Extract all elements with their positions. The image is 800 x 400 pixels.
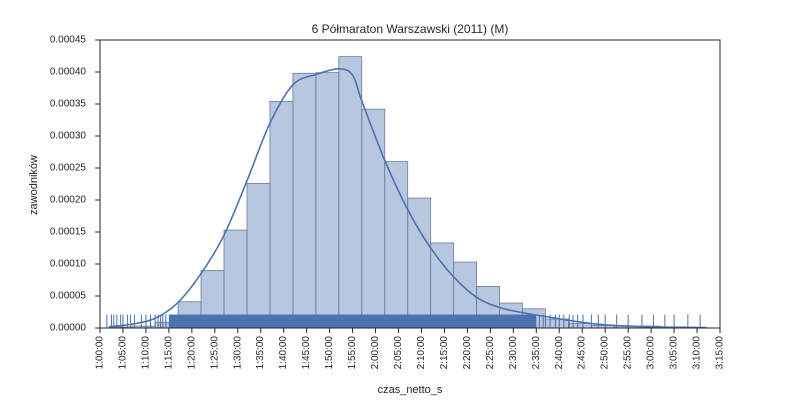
x-tick-label: 1:45:00 (301, 336, 312, 370)
histogram-bar (568, 323, 592, 329)
kde-line-group (109, 67, 707, 329)
x-axis-label: czas_netto_s (378, 384, 443, 396)
y-tick-label: 0.00010 (50, 259, 87, 270)
x-tick-label: 1:30:00 (232, 336, 243, 370)
histogram-bar (246, 182, 271, 329)
x-tick-label: 1:40:00 (278, 336, 289, 370)
x-tick-label: 1:25:00 (209, 336, 220, 370)
x-tick-label: 1:15:00 (163, 336, 174, 370)
x-tick-label: 2:50:00 (600, 336, 611, 370)
x-tick-label: 3:05:00 (669, 336, 680, 370)
x-tick-label: 2:15:00 (439, 336, 450, 370)
x-tick-label: 2:05:00 (393, 336, 404, 370)
y-tick-label: 0.00015 (50, 227, 87, 238)
y-tick-label: 0.00045 (50, 35, 87, 46)
y-tick-label: 0.00035 (50, 99, 87, 110)
x-tick-label: 2:00:00 (370, 336, 381, 370)
x-tick-label: 1:05:00 (117, 336, 128, 370)
kde-line (109, 67, 707, 329)
x-tick-label: 1:35:00 (255, 336, 266, 370)
y-tick-label: 0.00030 (50, 131, 87, 142)
x-tick-label: 2:10:00 (416, 336, 427, 370)
histogram-bar (338, 56, 363, 329)
x-tick-label: 2:55:00 (623, 336, 634, 370)
y-tick-label: 0.00025 (50, 163, 87, 174)
rug-dense-band (168, 314, 537, 328)
plot-frame (99, 39, 721, 329)
x-tick-label: 1:55:00 (347, 336, 358, 370)
x-tick-label: 1:50:00 (324, 336, 335, 370)
y-tick-label: 0.00005 (50, 291, 87, 302)
y-tick-label: 0.00040 (50, 67, 87, 78)
x-tick-label: 2:30:00 (508, 336, 519, 370)
chart-title: 6 Półmaraton Warszawski (2011) (M) (312, 22, 509, 36)
y-tick-label: 0.00020 (50, 195, 87, 206)
histogram-bar (315, 72, 340, 329)
x-tick-label: 3:00:00 (646, 336, 657, 370)
x-tick-label: 3:15:00 (715, 336, 726, 370)
x-axis-ticks: 1:00:00 1:05:00 1:10:00 1:15:00 1:20:00 1:25:… (95, 328, 726, 369)
x-tick-label: 2:35:00 (531, 336, 542, 370)
histogram-bars (108, 56, 707, 329)
histogram-bar (292, 72, 317, 329)
histogram-bar (361, 108, 386, 329)
histogram-bar (269, 101, 294, 329)
rug-plot (106, 314, 701, 328)
histogram-bar (223, 229, 248, 329)
x-tick-label: 2:25:00 (485, 336, 496, 370)
x-tick-label: 3:10:00 (692, 336, 703, 370)
x-tick-label: 2:45:00 (577, 336, 588, 370)
x-tick-label: 1:00:00 (95, 336, 106, 370)
x-tick-label: 2:20:00 (462, 336, 473, 370)
x-tick-label: 1:20:00 (186, 336, 197, 370)
y-tick-label: 0.00000 (50, 323, 87, 334)
y-axis-label: zawodników (28, 155, 40, 215)
x-tick-label: 1:10:00 (140, 336, 151, 370)
x-tick-label: 2:40:00 (554, 336, 565, 370)
y-axis-ticks: 0.00000 0.00005 0.00010 0.00015 0.00020 0.000… (50, 35, 100, 334)
